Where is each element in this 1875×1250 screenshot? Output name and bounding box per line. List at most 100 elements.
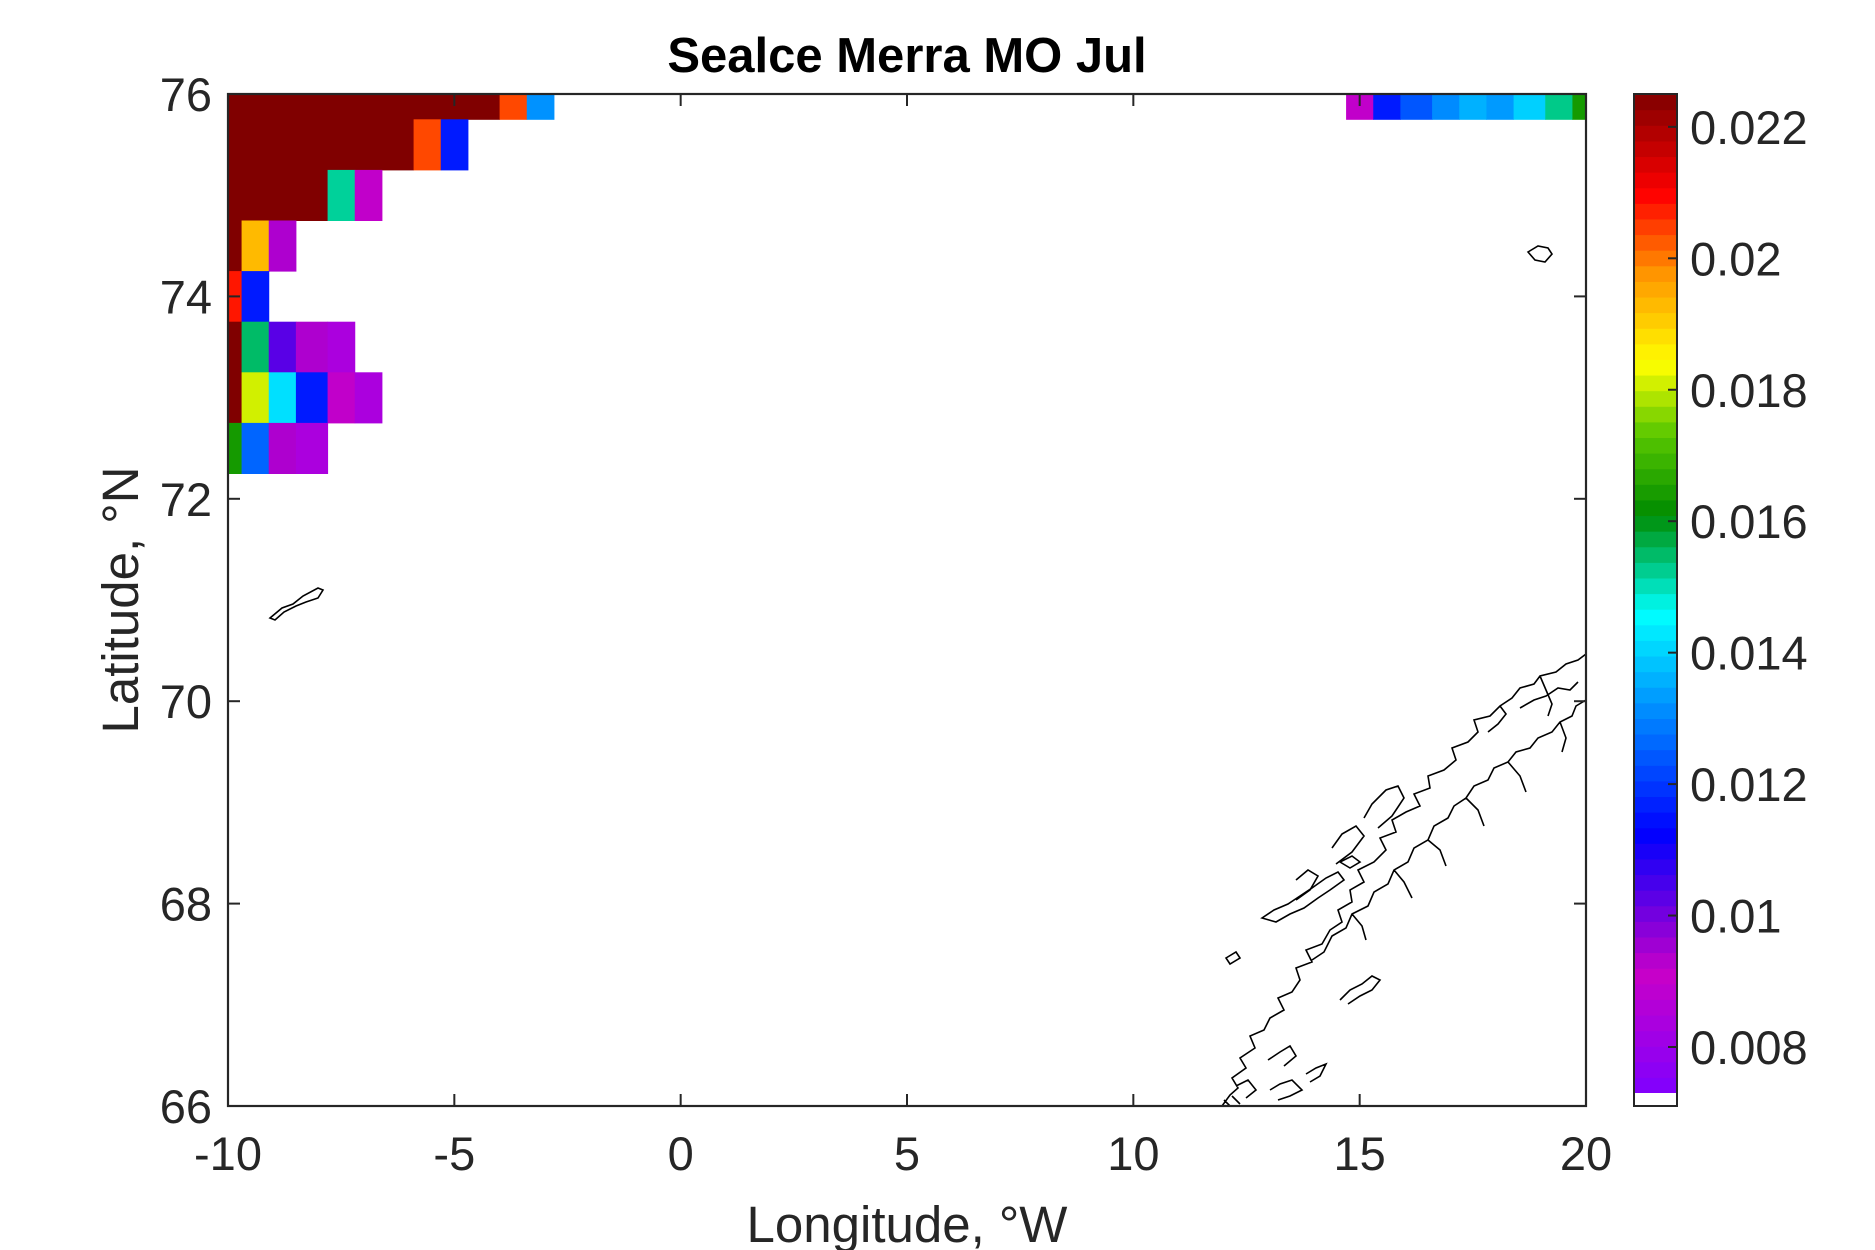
y-axis: 66 68 70 72 74 76 — [160, 68, 1586, 1133]
y-axis-label: Latitude, °N — [92, 466, 149, 733]
colorbar-swatch — [1634, 140, 1677, 158]
heatmap-cell — [1572, 94, 1586, 120]
y-tick-label: 76 — [160, 68, 212, 121]
colorbar-tick-label: 0.022 — [1690, 101, 1808, 154]
colorbar-swatch — [1634, 1014, 1677, 1032]
colorbar-swatch — [1634, 172, 1677, 189]
heatmap-cell — [295, 372, 329, 424]
colorbar-swatch — [1634, 437, 1677, 454]
colorbar-swatch — [1634, 593, 1677, 610]
colorbar-swatch — [1634, 203, 1677, 220]
colorbar-tick-label: 0.018 — [1690, 364, 1808, 417]
heatmap-cell — [1545, 94, 1573, 120]
colorbar-swatch — [1634, 281, 1677, 298]
x-tick-label: 20 — [1560, 1127, 1612, 1180]
colorbar-swatch — [1634, 499, 1677, 517]
colorbar-swatch — [1634, 780, 1677, 798]
colorbar-tick-label: 0.012 — [1690, 758, 1808, 811]
colorbar-swatch — [1634, 312, 1677, 329]
heatmap-cells — [228, 94, 1586, 474]
colorbar-frame — [1633, 93, 1678, 1107]
colorbar-swatch — [1634, 109, 1677, 126]
colorbar-tick-label: 0.008 — [1690, 1021, 1808, 1074]
x-tick-label: -10 — [194, 1127, 262, 1180]
colorbar-swatch — [1634, 94, 1677, 111]
colorbar-swatch — [1634, 702, 1677, 719]
x-tick-label: 5 — [894, 1127, 920, 1180]
heatmap-cell — [228, 321, 243, 373]
heatmap-cell — [268, 372, 297, 424]
heatmap-cell — [228, 94, 501, 120]
colorbar-swatch — [1634, 827, 1677, 844]
plot-area — [228, 94, 1586, 1106]
colorbar-swatch — [1634, 874, 1677, 891]
x-tick-label: 10 — [1107, 1127, 1159, 1180]
colorbar-swatch — [1634, 374, 1677, 392]
colorbar-swatch — [1634, 265, 1677, 282]
heatmap-cell — [241, 271, 270, 323]
colorbar-empty-swatch — [1634, 1093, 1677, 1106]
colorbar-swatch — [1634, 359, 1677, 376]
colorbar-swatch — [1634, 187, 1677, 204]
colorbar-swatch — [1634, 296, 1677, 314]
colorbar-swatch — [1634, 983, 1677, 1000]
colorbar-swatch — [1634, 125, 1677, 142]
heatmap-cell — [1459, 94, 1487, 120]
colorbar-swatch — [1634, 796, 1677, 813]
colorbar-swatch — [1634, 390, 1677, 407]
colorbar-swatch — [1634, 234, 1677, 251]
heatmap-cell — [354, 169, 383, 221]
colorbar-swatch — [1634, 468, 1677, 485]
heatmap-cell — [327, 169, 356, 221]
heatmap-cell — [1486, 94, 1515, 120]
colorbar-swatch — [1634, 936, 1677, 954]
colorbar-swatch — [1634, 749, 1677, 766]
heatmap-cell — [268, 220, 297, 272]
colorbar-tick-label: 0.014 — [1690, 627, 1808, 680]
colorbar-swatch — [1634, 328, 1677, 345]
colorbar-swatch — [1634, 765, 1677, 782]
colorbar-swatch — [1634, 515, 1677, 532]
heatmap-cell — [1432, 94, 1460, 120]
colorbar-swatch — [1634, 733, 1677, 751]
colorbar-swatch — [1634, 718, 1677, 735]
heatmap-cell — [526, 94, 555, 120]
colorbar-swatch — [1634, 218, 1677, 236]
heatmap-cell — [241, 220, 270, 272]
heatmap-cell — [327, 372, 356, 424]
colorbar-swatch — [1634, 250, 1677, 267]
x-tick-label: -5 — [433, 1127, 475, 1180]
colorbar-swatch — [1634, 890, 1677, 907]
colorbar-swatch — [1634, 858, 1677, 876]
jan-mayen-coastline — [268, 587, 325, 621]
colorbar-swatch — [1634, 531, 1677, 548]
heatmap-cell — [295, 321, 329, 373]
norway-coastline — [1221, 653, 1586, 1106]
colorbar-swatch — [1634, 921, 1677, 938]
colorbar-swatch — [1634, 905, 1677, 922]
colorbar-swatch — [1634, 1030, 1677, 1047]
colorbar-swatch — [1634, 453, 1677, 470]
colorbar-swatch — [1634, 843, 1677, 860]
heatmap-cell — [327, 321, 356, 373]
colorbar-swatch — [1634, 812, 1677, 829]
heatmap-cell — [268, 321, 297, 373]
colorbar-swatch — [1634, 484, 1677, 501]
y-tick-label: 74 — [160, 270, 212, 323]
bear-island-coastline — [1526, 245, 1554, 263]
heatmap-cell — [228, 119, 415, 171]
x-axis-label: Longitude, °W — [747, 1196, 1068, 1250]
colorbar-swatch — [1634, 968, 1677, 985]
y-tick-label: 70 — [160, 675, 212, 728]
heatmap-cell — [241, 422, 270, 474]
colorbar-tick-label: 0.01 — [1690, 890, 1781, 943]
colorbar-swatch — [1634, 952, 1677, 969]
colorbar-swatch — [1634, 1061, 1677, 1078]
colorbar-swatch — [1634, 655, 1677, 673]
heatmap-cell — [228, 169, 329, 221]
y-tick-label: 66 — [160, 1080, 212, 1133]
heatmap-cell — [241, 372, 270, 424]
x-axis: -10 -5 0 5 10 15 20 — [194, 94, 1612, 1180]
colorbar-tick-label: 0.016 — [1690, 495, 1808, 548]
